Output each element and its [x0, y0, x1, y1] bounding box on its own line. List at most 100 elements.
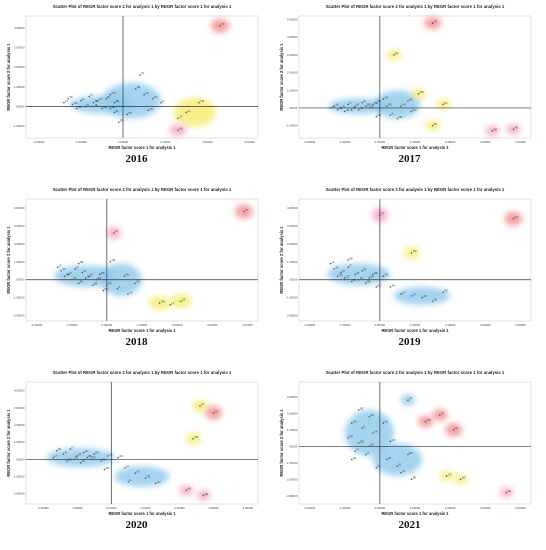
y-tick-label: 2.00000: [287, 411, 298, 415]
data-point: HU: [382, 420, 388, 425]
x-tick-label: 4.00000: [242, 323, 253, 327]
point-marker: [92, 101, 95, 104]
point-marker: [192, 437, 194, 440]
point-marker: [139, 74, 141, 76]
y-axis-label: REGR factor score 2 for analysis 1: [279, 226, 284, 294]
point-marker: [88, 275, 91, 277]
chart-title: Scatter Plot of REGR factor score 2 for …: [326, 187, 505, 192]
point-marker: [177, 117, 179, 120]
y-tick-label: 2.00000: [14, 423, 25, 427]
scatter-plot-2021: Scatter Plot of REGR factor score 2 for …: [279, 370, 532, 531]
point-label: AE: [515, 126, 519, 130]
y-tick-label: -1.00000: [286, 296, 298, 300]
data-point: LF: [442, 101, 448, 106]
point-label: NZ: [137, 85, 141, 89]
year-caption: 2017: [399, 153, 422, 165]
y-tick-label: -2.00000: [286, 477, 298, 481]
cluster-highlight: [46, 448, 115, 468]
point-marker: [347, 266, 350, 268]
data-point: IL: [160, 99, 165, 104]
point-label: PT: [381, 212, 385, 216]
data-point: SE: [107, 452, 113, 457]
point-label: PL: [86, 103, 90, 107]
x-tick-label: 4.00000: [515, 140, 526, 144]
data-point: SE: [92, 99, 98, 104]
point-marker: [350, 422, 353, 425]
data-point: HU: [100, 457, 106, 462]
y-tick-label: .00000: [289, 444, 298, 448]
point-marker: [113, 111, 116, 114]
point-marker: [354, 273, 357, 276]
point-label: AE: [508, 489, 512, 493]
chart-panel-2018: Scatter Plot of REGR factor score 2 for …: [0, 183, 273, 366]
y-tick-label: 4.00000: [14, 26, 25, 30]
point-label: DK: [374, 271, 378, 275]
point-label: CZ: [392, 438, 396, 442]
data-point: IT: [347, 264, 352, 268]
point-label: TW: [420, 90, 425, 94]
point-label: UK: [385, 96, 389, 100]
data-point: FI: [354, 448, 359, 453]
point-label: IL: [392, 111, 395, 115]
data-point: FI: [340, 269, 345, 274]
data-point: DK: [372, 271, 378, 276]
x-tick-label: 4.00000: [515, 323, 526, 327]
point-label: CF: [434, 122, 438, 126]
data-point: BE: [91, 282, 98, 286]
data-point: AE: [512, 126, 519, 130]
y-tick-label: -1.00000: [286, 461, 298, 465]
y-tick-label: 3.00000: [287, 53, 298, 57]
point-marker: [382, 422, 385, 425]
point-label: SK: [69, 95, 73, 99]
data-point: NO: [103, 466, 110, 471]
data-point: ES: [368, 104, 374, 109]
data-point: CF: [179, 298, 186, 303]
point-label: BE: [89, 454, 93, 458]
point-marker: [151, 97, 154, 100]
point-marker: [361, 269, 364, 272]
data-point: CZ: [70, 276, 77, 281]
point-marker: [364, 453, 367, 456]
point-marker: [424, 420, 427, 423]
point-label: AT: [356, 271, 360, 275]
point-label: SK: [62, 267, 66, 271]
point-label: PT: [409, 397, 413, 401]
scatter-plot-2016: Scatter Plot of REGR factor score 2 for …: [6, 4, 259, 165]
x-tick-label: 1.00000: [410, 323, 421, 327]
data-point: IT: [364, 451, 370, 456]
point-label: AU: [402, 103, 406, 107]
point-label: NO: [388, 103, 392, 107]
point-label: FI: [69, 271, 72, 275]
point-marker: [333, 268, 335, 270]
point-label: NZ: [444, 289, 448, 293]
point-marker: [393, 54, 395, 56]
data-point: IE: [396, 462, 401, 467]
point-marker: [66, 460, 68, 462]
point-label: SE: [378, 99, 382, 103]
data-point: BE: [101, 105, 107, 110]
data-point: PL: [84, 103, 90, 108]
point-label: UK: [129, 290, 133, 294]
point-label: AU: [145, 91, 149, 95]
x-tick-label: 2.00000: [202, 140, 213, 144]
point-label: NZ: [409, 97, 413, 101]
point-label: CZ: [346, 274, 350, 278]
x-axis-label: REGR factor score 1 for analysis 1: [108, 511, 176, 516]
data-point: HU: [336, 273, 343, 277]
point-label: BE: [367, 280, 371, 284]
data-point: PL: [400, 469, 406, 474]
point-label: SK: [371, 443, 375, 447]
data-point: CN: [382, 273, 388, 277]
point-marker: [60, 269, 62, 272]
point-marker: [400, 293, 402, 295]
point-label: IE: [363, 99, 366, 103]
data-point: FR: [106, 282, 112, 286]
data-point: SE: [347, 256, 353, 261]
point-marker: [364, 282, 367, 285]
data-point: AU: [400, 103, 406, 107]
data-point: IE: [88, 273, 93, 277]
y-tick-label: -1.00000: [13, 296, 25, 300]
data-point: AU: [389, 283, 395, 288]
x-tick-label: -2.00000: [304, 506, 316, 510]
point-label: PL: [402, 469, 406, 473]
